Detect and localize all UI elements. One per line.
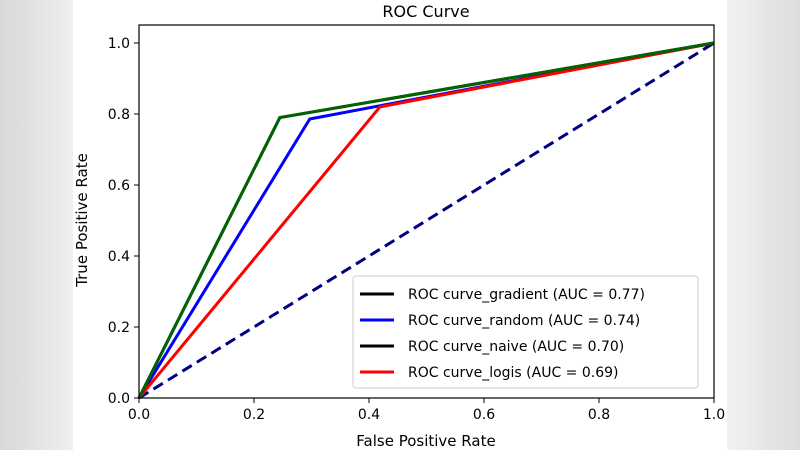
x-tick-label: 0.6 [473,407,495,423]
y-tick-label: 0.2 [108,320,130,336]
legend: ROC curve_gradient (AUC = 0.77) ROC curve… [352,275,699,389]
x-tick-label: 0.4 [358,407,380,423]
series-line-0 [137,41,715,399]
x-tick-label: 0.8 [588,407,610,423]
series-line-3 [137,41,715,399]
plot-frame [138,24,715,399]
legend-label: ROC curve_logis (AUC = 0.69) [408,365,619,381]
background-right [727,0,800,450]
y-tick-label: 1.0 [108,36,130,52]
legend-label: ROC curve_gradient (AUC = 0.77) [408,287,645,303]
x-tick-label: 0.0 [128,407,150,423]
x-tick-label: 0.2 [243,407,265,423]
background-left [0,0,73,450]
x-axis-label: False Positive Rate [356,432,495,450]
legend-box [352,275,699,389]
y-tick-label: 0.4 [108,249,130,265]
diagonal-line [138,41,715,400]
chart-title: ROC Curve [382,2,469,21]
legend-label: ROC curve_random (AUC = 0.74) [408,313,640,329]
y-tick-label: 0.6 [108,178,130,194]
x-tick-label: 1.0 [703,407,725,423]
y-tick-label: 0.0 [108,391,130,407]
legend-label: ROC curve_naive (AUC = 0.70) [408,339,624,355]
y-axis-label: True Positive Rate [73,153,91,288]
y-tick-label: 0.8 [108,107,130,123]
